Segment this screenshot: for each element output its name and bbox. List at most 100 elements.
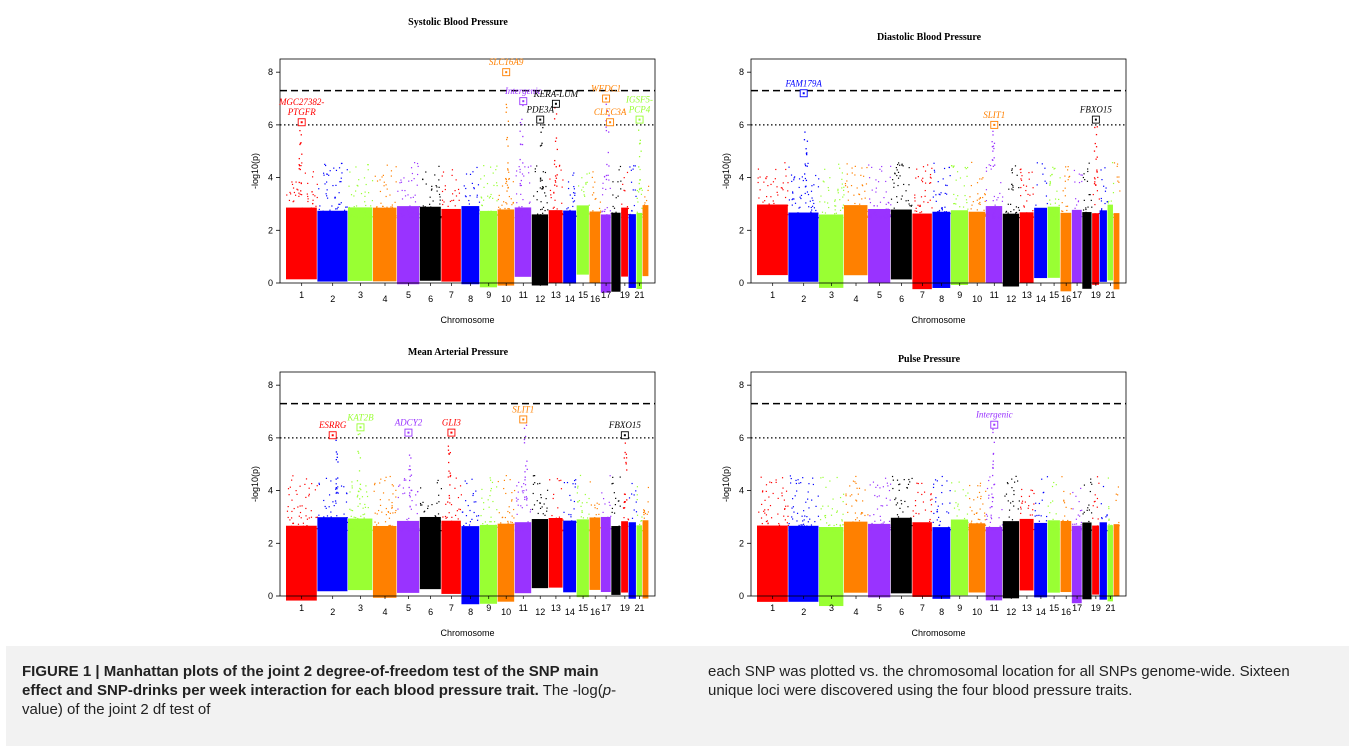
snp-point bbox=[359, 216, 362, 218]
snp-point bbox=[824, 212, 827, 214]
snp-point bbox=[301, 529, 303, 532]
snp-point bbox=[351, 509, 354, 512]
snp-point bbox=[938, 530, 940, 532]
snp-point bbox=[539, 530, 541, 532]
snp-point bbox=[995, 530, 997, 532]
snp-point bbox=[763, 181, 765, 183]
snp-point bbox=[955, 217, 957, 219]
snp-point bbox=[955, 179, 957, 181]
snp-bulk-chr-14 bbox=[563, 210, 577, 284]
snp-point bbox=[606, 207, 608, 209]
snp-point bbox=[1020, 178, 1022, 180]
snp-peak-point bbox=[624, 451, 626, 454]
snp-point bbox=[801, 524, 803, 526]
snp-point bbox=[343, 513, 345, 515]
snp-point bbox=[889, 529, 891, 531]
snp-point bbox=[619, 165, 622, 168]
snp-point bbox=[1036, 162, 1038, 164]
x-tick-label: 16 bbox=[1061, 294, 1071, 304]
snp-point bbox=[376, 206, 378, 208]
snp-point bbox=[591, 176, 593, 179]
snp-point bbox=[1001, 529, 1004, 531]
snp-peak-point bbox=[1094, 126, 1096, 129]
snp-point bbox=[310, 213, 312, 215]
gene-label-line: Intergenic bbox=[504, 86, 542, 96]
snp-point bbox=[569, 494, 571, 497]
snp-point bbox=[578, 499, 581, 502]
snp-point bbox=[1101, 179, 1103, 181]
snp-peak-point bbox=[623, 493, 626, 495]
snp-point bbox=[889, 483, 892, 485]
snp-point bbox=[908, 478, 910, 481]
snp-point bbox=[1072, 215, 1074, 217]
snp-point bbox=[846, 163, 848, 165]
snp-point bbox=[315, 516, 317, 519]
y-tick-label: 6 bbox=[268, 433, 273, 443]
snp-point bbox=[532, 483, 535, 485]
snp-point bbox=[910, 205, 912, 207]
snp-point bbox=[534, 216, 536, 218]
snp-point bbox=[775, 481, 777, 483]
snp-point bbox=[983, 214, 985, 216]
snp-point bbox=[966, 213, 968, 215]
snp-point bbox=[1108, 207, 1110, 209]
snp-point bbox=[966, 201, 968, 204]
snp-point bbox=[536, 165, 538, 167]
snp-point bbox=[438, 209, 441, 211]
snp-point bbox=[357, 505, 359, 507]
snp-point bbox=[1025, 185, 1028, 187]
snp-point bbox=[594, 504, 596, 506]
snp-point bbox=[774, 178, 776, 180]
snp-point bbox=[619, 526, 621, 528]
snp-point bbox=[907, 506, 909, 508]
snp-point bbox=[988, 497, 990, 499]
snp-point bbox=[815, 505, 817, 507]
snp-point bbox=[933, 190, 935, 192]
snp-point bbox=[984, 519, 986, 521]
snp-point bbox=[541, 506, 543, 508]
snp-point bbox=[858, 528, 860, 530]
snp-point bbox=[602, 511, 604, 513]
snp-peak-point bbox=[506, 138, 508, 141]
snp-point bbox=[573, 479, 576, 482]
snp-point bbox=[346, 169, 348, 171]
snp-point bbox=[353, 516, 355, 518]
snp-point bbox=[930, 494, 932, 496]
snp-point bbox=[1021, 522, 1024, 524]
snp-point bbox=[837, 527, 839, 529]
snp-point bbox=[341, 216, 343, 218]
snp-point bbox=[952, 529, 954, 531]
snp-point bbox=[984, 193, 986, 195]
snp-bulk-chr-10 bbox=[497, 209, 515, 286]
snp-point bbox=[330, 211, 332, 213]
snp-point bbox=[641, 520, 643, 522]
snp-point bbox=[540, 201, 542, 203]
snp-point bbox=[1068, 524, 1070, 526]
snp-point bbox=[1061, 202, 1063, 204]
snp-point bbox=[647, 189, 649, 192]
snp-point bbox=[303, 215, 305, 217]
snp-point bbox=[512, 201, 514, 204]
snp-point bbox=[349, 524, 352, 526]
snp-point bbox=[774, 209, 776, 211]
snp-point bbox=[824, 515, 826, 517]
snp-point bbox=[861, 512, 864, 514]
snp-point bbox=[579, 207, 582, 210]
snp-point bbox=[558, 516, 561, 518]
snp-point bbox=[1042, 492, 1044, 494]
snp-point bbox=[915, 530, 918, 532]
snp-point bbox=[913, 529, 915, 531]
snp-point bbox=[982, 177, 984, 179]
snp-point bbox=[811, 209, 813, 211]
snp-point bbox=[855, 216, 857, 219]
snp-point bbox=[1066, 205, 1069, 207]
snp-point bbox=[1032, 216, 1035, 218]
snp-point bbox=[307, 200, 309, 203]
snp-point bbox=[980, 522, 982, 524]
snp-point bbox=[441, 175, 443, 177]
snp-point bbox=[335, 502, 337, 504]
snp-point bbox=[930, 529, 933, 532]
snp-peak-point bbox=[298, 181, 300, 184]
snp-point bbox=[637, 201, 639, 203]
snp-point bbox=[370, 205, 372, 207]
